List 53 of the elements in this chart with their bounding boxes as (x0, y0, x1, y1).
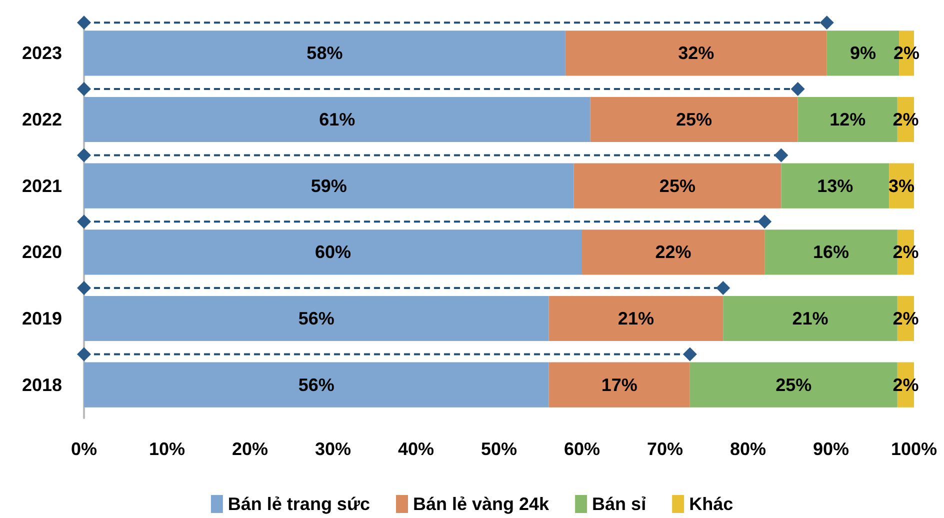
data-label: 60% (314, 242, 352, 262)
bar (84, 96, 590, 142)
data-label: 16% (812, 242, 850, 262)
x-tick-label: 40% (398, 439, 434, 459)
data-label: 17% (601, 374, 638, 395)
data-label: 3% (888, 176, 915, 196)
bar (84, 30, 566, 76)
bar (590, 96, 798, 142)
x-tick-label: 20% (232, 439, 268, 459)
legend-label: Bán lẻ vàng 24k (412, 494, 550, 514)
x-tick-label: 70% (646, 439, 684, 459)
bar (781, 163, 890, 208)
data-label: 56% (298, 308, 334, 328)
bar (84, 296, 549, 342)
data-label: 25% (659, 176, 696, 196)
data-label: 59% (310, 176, 347, 196)
x-tick-label: 0% (70, 439, 98, 459)
data-label: 12% (830, 110, 866, 130)
x-tick-label: 100% (890, 439, 938, 459)
x-tick-label: 80% (730, 439, 766, 459)
data-label: 56% (298, 374, 334, 395)
legend-label: Bán lẻ trang sức (228, 494, 370, 514)
data-label: 9% (850, 43, 876, 64)
y-tick-label: 2020 (22, 242, 62, 262)
y-tick-label: 2021 (22, 176, 62, 196)
data-label: 25% (676, 110, 712, 130)
y-tick-label: 2018 (22, 374, 62, 395)
data-label: 32% (678, 43, 714, 64)
x-tick-label: 10% (148, 439, 186, 459)
y-tick-label: 2019 (22, 308, 62, 328)
x-tick-label: 60% (564, 439, 600, 459)
data-label: 21% (618, 308, 654, 328)
legend-label: Khác (689, 494, 734, 514)
y-tick-label: 2022 (22, 110, 62, 130)
bar (84, 230, 582, 275)
data-label: 25% (776, 374, 812, 395)
data-label: 22% (655, 242, 692, 262)
bar (84, 362, 549, 408)
y-tick-label: 2023 (22, 43, 62, 64)
bar (548, 296, 724, 342)
data-label: 58% (306, 43, 343, 64)
legend-label: Bán sỉ (592, 494, 646, 514)
x-tick-label: 30% (314, 439, 352, 459)
x-tick-label: 90% (812, 439, 850, 459)
bar (84, 163, 574, 208)
bar (565, 30, 827, 76)
x-tick-label: 50% (480, 439, 518, 459)
data-label: 21% (792, 308, 828, 328)
bar (582, 230, 765, 275)
data-label: 13% (817, 176, 854, 196)
bar (548, 362, 690, 408)
bar (574, 163, 782, 208)
data-label: 61% (319, 110, 356, 130)
